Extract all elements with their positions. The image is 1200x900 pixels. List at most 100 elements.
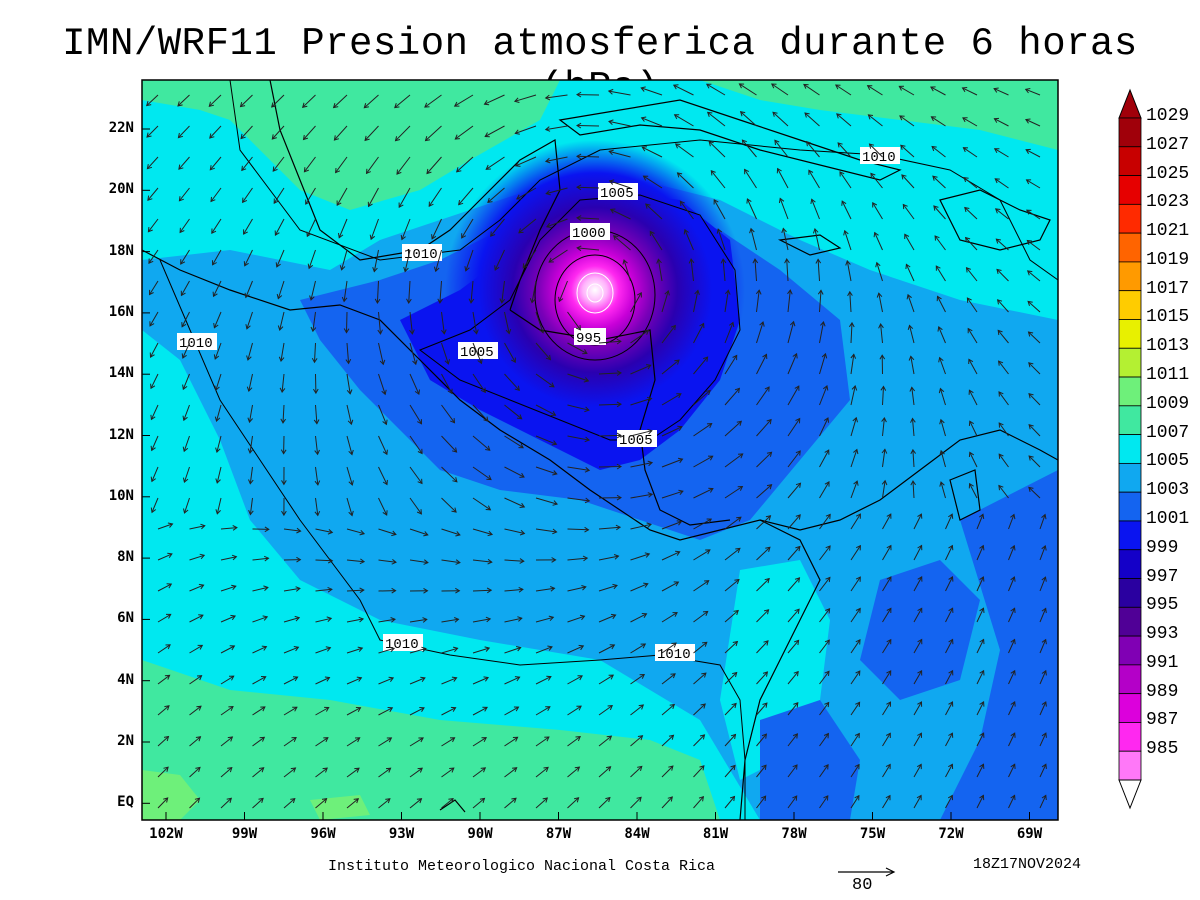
wind-arrowhead — [781, 227, 787, 234]
wind-arrowhead — [195, 736, 202, 742]
wind-arrowhead — [182, 446, 189, 453]
wind-arrowhead — [673, 114, 680, 120]
wind-arrow — [315, 528, 333, 533]
wind-arrow — [472, 767, 486, 778]
wind-arrow — [209, 125, 222, 139]
wind-arrow — [661, 290, 669, 313]
wind-arrow — [306, 218, 316, 237]
wind-arrow — [280, 342, 285, 362]
wind-arrow — [535, 616, 554, 623]
wind-arrowhead — [766, 484, 773, 490]
wind-arrow — [641, 117, 663, 127]
wind-arrow — [756, 733, 767, 747]
wind-arrowhead — [574, 766, 581, 772]
colorbar-top-triangle — [1118, 88, 1142, 119]
wind-arrowhead — [321, 797, 328, 804]
wind-arrowhead — [917, 576, 923, 582]
wind-arrow — [630, 613, 647, 623]
wind-arrowhead — [608, 179, 615, 185]
wind-arrow — [363, 94, 379, 109]
wind-arrow — [346, 647, 363, 654]
longitude-label: 69W — [1016, 826, 1043, 842]
wind-arrowhead — [147, 227, 153, 233]
wind-arrow — [997, 299, 1009, 313]
wind-arrowhead — [664, 289, 670, 296]
wind-arrow — [1027, 301, 1041, 313]
wind-arrowhead — [699, 322, 705, 329]
wind-arrowhead — [795, 514, 801, 520]
wind-arrowhead — [149, 321, 155, 327]
colorbar-swatch — [1118, 261, 1142, 292]
wind-arrowhead — [939, 418, 945, 425]
wind-arrowhead — [948, 576, 954, 582]
wind-arrowhead — [487, 558, 493, 565]
wind-arrow — [598, 766, 611, 778]
wind-arrow — [183, 466, 190, 483]
colorbar-label: 1027 — [1146, 134, 1190, 155]
wind-arrowhead — [886, 513, 892, 519]
wind-arrow — [690, 259, 694, 282]
colorbar-swatch — [1118, 664, 1142, 695]
wind-arrow — [598, 644, 615, 654]
wind-arrow — [997, 330, 1009, 344]
wind-arrowhead — [822, 384, 829, 391]
wind-arrowhead — [150, 476, 156, 483]
wind-arrowhead — [281, 510, 287, 517]
wind-arrow — [346, 497, 353, 516]
wind-arrowhead — [878, 323, 884, 329]
wind-arrow — [940, 419, 946, 437]
wind-arrow — [693, 356, 708, 375]
field-low-core — [445, 140, 745, 440]
wind-arrow — [484, 125, 505, 137]
wind-arrowhead — [449, 737, 456, 743]
wind-arrow — [441, 342, 449, 365]
wind-arrowhead — [752, 258, 759, 264]
wind-arrowhead — [917, 607, 923, 613]
wind-arrowhead — [979, 732, 985, 738]
wind-arrowhead — [673, 581, 680, 587]
svg-text:1010: 1010 — [385, 637, 419, 653]
wind-arrowhead — [450, 706, 457, 712]
wind-arrowhead — [934, 235, 940, 241]
wind-arrowhead — [906, 293, 912, 300]
wind-arrow — [850, 795, 860, 809]
wind-arrowhead — [763, 640, 769, 646]
wind-arrowhead — [905, 263, 911, 270]
wind-arrowhead — [1028, 486, 1034, 493]
wind-arrowhead — [841, 200, 847, 206]
wind-arrowhead — [247, 417, 253, 424]
wind-arrow — [151, 435, 159, 451]
wind-arrowhead — [671, 642, 677, 648]
wind-arrow — [913, 608, 923, 623]
wind-arrowhead — [793, 670, 799, 677]
wind-arrowhead — [725, 289, 731, 295]
wind-arrow — [835, 84, 852, 96]
wind-arrowhead — [979, 701, 985, 707]
wind-arrowhead — [544, 126, 551, 132]
wind-arrowhead — [545, 354, 552, 361]
field-1011-north — [142, 80, 560, 210]
wind-arrowhead — [327, 557, 334, 564]
wind-arrowhead — [645, 203, 651, 209]
wind-arrowhead — [505, 328, 512, 335]
wind-arrowhead — [198, 614, 204, 620]
wind-arrowhead — [640, 643, 647, 649]
wind-arrow — [902, 204, 915, 220]
wind-arrow — [346, 677, 362, 685]
wind-arrowhead — [416, 798, 423, 804]
wind-arrowhead — [468, 298, 475, 304]
wind-arrow — [940, 481, 946, 499]
wind-arrow — [1008, 764, 1016, 778]
wind-arrowhead — [675, 550, 681, 556]
wind-arrowhead — [763, 609, 770, 615]
longitude-label: 93W — [388, 826, 415, 842]
wind-arrow — [378, 435, 388, 455]
wind-arrowhead — [194, 797, 201, 803]
wind-arrowhead — [979, 794, 985, 801]
wind-arrowhead — [794, 639, 800, 646]
wind-arrow — [346, 373, 351, 394]
wind-arrowhead — [808, 169, 814, 175]
wind-arrowhead — [539, 328, 545, 334]
wind-arrow — [548, 249, 568, 263]
wind-arrowhead — [548, 615, 555, 622]
